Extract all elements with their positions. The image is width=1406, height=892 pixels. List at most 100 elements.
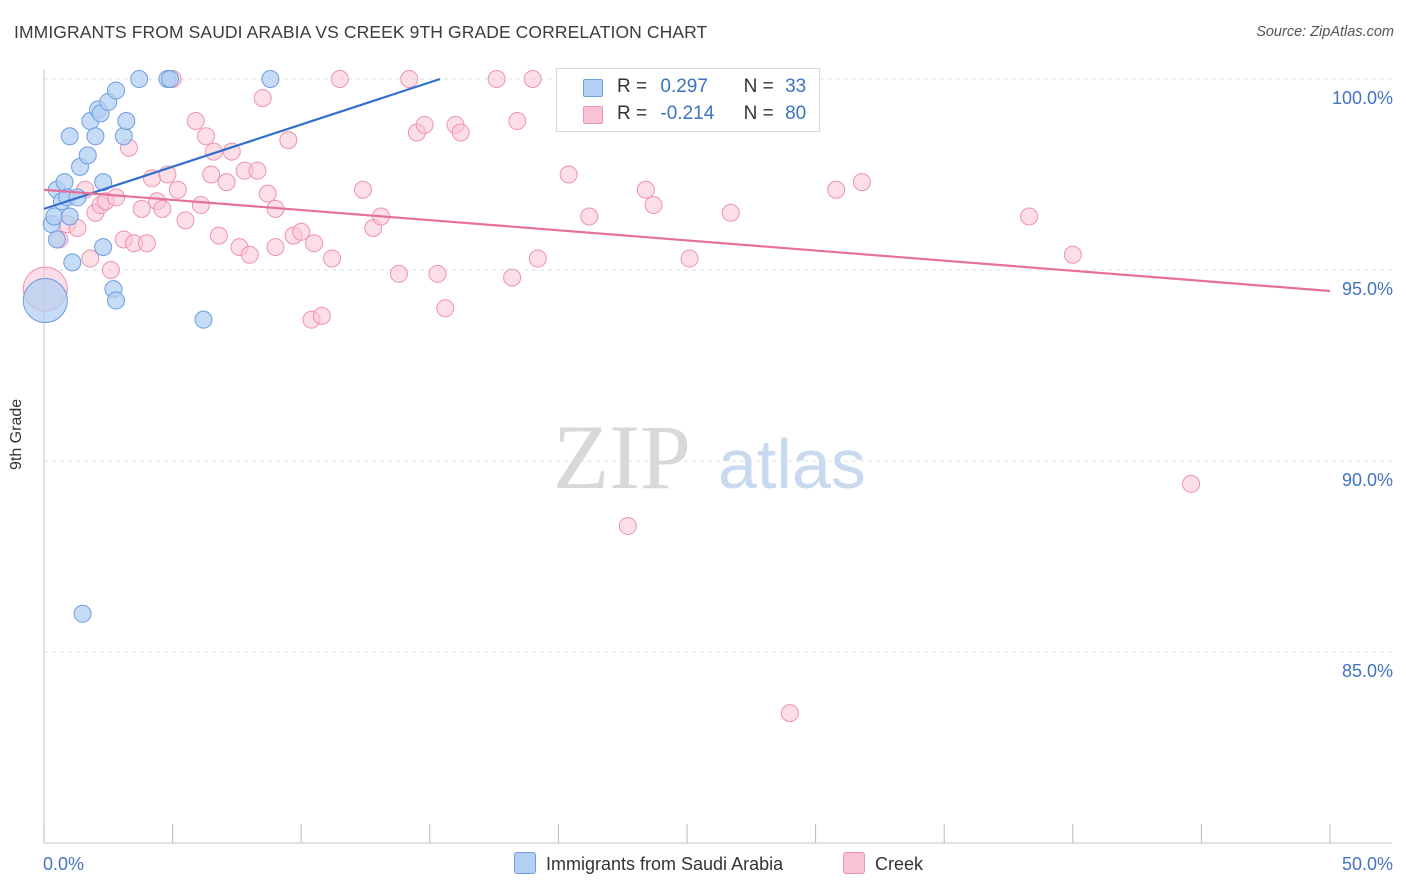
creek-point (132, 199, 151, 218)
creek-point (580, 207, 599, 226)
creek-point (312, 306, 331, 325)
legend-label: Creek (875, 854, 924, 874)
saudi-arabia-point (117, 112, 136, 131)
creek-point (451, 123, 470, 142)
stats-legend: R = 0.297 N = 33 R = -0.214 N = 80 (556, 68, 820, 132)
creek-point (323, 249, 342, 268)
points-layer (22, 70, 1201, 723)
creek-point (137, 234, 156, 253)
saudi-arabia-point (194, 310, 213, 329)
creek-point (240, 245, 259, 264)
creek-point (389, 264, 408, 283)
watermark-zip: ZIP (553, 406, 691, 508)
saudi-arabia-point (45, 207, 64, 226)
saudi-arabia-point (60, 207, 79, 226)
creek-point (266, 238, 285, 257)
legend-item-creek: Creek (843, 852, 923, 875)
creek-point (168, 180, 187, 199)
saudi-arabia-point (86, 127, 105, 146)
saudi-arabia-point (63, 253, 82, 272)
creek-point (217, 173, 236, 192)
creek-point (292, 222, 311, 241)
axis-layer (43, 70, 1392, 844)
y-tick-label: 85.0% (1342, 661, 1393, 681)
saudi-arabia-point (130, 70, 149, 88)
creek-point (1020, 207, 1039, 226)
creek-point (415, 115, 434, 134)
creek-point (827, 180, 846, 199)
y-tick-label: 100.0% (1332, 88, 1393, 108)
creek-point (153, 199, 172, 218)
source-label: Source: ZipAtlas.com (1256, 24, 1394, 40)
saudi-arabia-point (107, 81, 126, 100)
saudi-arabia-point (114, 127, 133, 146)
creek-point (523, 70, 542, 88)
creek-point (107, 188, 126, 207)
pink-swatch-icon (583, 106, 603, 124)
creek-point (852, 173, 871, 192)
creek-point (644, 196, 663, 215)
creek-point (81, 249, 100, 268)
x-tick-label: 50.0% (1342, 854, 1393, 874)
watermark-atlas: atlas (718, 425, 866, 503)
creek-point (528, 249, 547, 268)
creek-point (279, 131, 298, 150)
creek-point (636, 180, 655, 199)
creek-point (197, 127, 216, 146)
creek-point (780, 704, 799, 723)
creek-point (222, 142, 241, 161)
creek-point (428, 264, 447, 283)
n-value: 80 (785, 103, 807, 124)
saudi-arabia-point (22, 278, 68, 324)
x-tick-label: 0.0% (43, 854, 84, 874)
creek-point (191, 196, 210, 215)
chart-title: IMMIGRANTS FROM SAUDI ARABIA VS CREEK 9T… (14, 22, 708, 42)
saudi-arabia-point (261, 70, 280, 88)
creek-point (487, 70, 506, 88)
creek-point (618, 516, 637, 535)
blue-swatch-icon (583, 79, 603, 97)
creek-point (503, 268, 522, 287)
creek-point (248, 161, 267, 180)
y-tick-label: 95.0% (1342, 279, 1393, 299)
creek-point (436, 299, 455, 318)
watermark: ZIP atlas (553, 406, 866, 508)
creek-point (202, 165, 221, 184)
creek-point (721, 203, 740, 222)
r-label: R = (617, 103, 648, 124)
trend-layer (43, 77, 1331, 293)
creek-point (353, 180, 372, 199)
n-value: 33 (785, 76, 807, 97)
saudi-arabia-point (47, 230, 66, 249)
creek-point (258, 184, 277, 203)
legend-item-saudi-arabia: Immigrants from Saudi Arabia (514, 852, 783, 875)
saudi-arabia-point (94, 173, 113, 192)
creek-point (253, 89, 272, 108)
saudi-arabia-point (161, 70, 180, 88)
creek-point (508, 112, 527, 131)
creek-trend-line (43, 188, 1331, 293)
creek-point (1182, 474, 1201, 493)
y-axis-label: 9th Grade (8, 398, 25, 470)
creek-point (209, 226, 228, 245)
r-label: R = (617, 76, 648, 97)
saudi-arabia-point (55, 173, 74, 192)
r-value: -0.214 (660, 103, 715, 124)
creek-point (400, 70, 419, 88)
saudi-arabia-point (78, 146, 97, 165)
creek-point (680, 249, 699, 268)
tick-label-layer: 100.0% 95.0% 90.0% 85.0% 0.0% 50.0% (43, 88, 1393, 874)
saudi-arabia-point (94, 238, 113, 257)
creek-point (330, 70, 349, 88)
creek-point (559, 165, 578, 184)
n-label: N = (743, 76, 774, 97)
blue-swatch-icon (514, 852, 536, 874)
creek-point (1063, 245, 1082, 264)
pink-swatch-icon (843, 852, 865, 874)
r-value: 0.297 (660, 76, 708, 97)
saudi-arabia-point (107, 291, 126, 310)
creek-point (101, 261, 120, 279)
y-tick-label: 90.0% (1342, 470, 1393, 490)
legend-label: Immigrants from Saudi Arabia (546, 854, 784, 874)
